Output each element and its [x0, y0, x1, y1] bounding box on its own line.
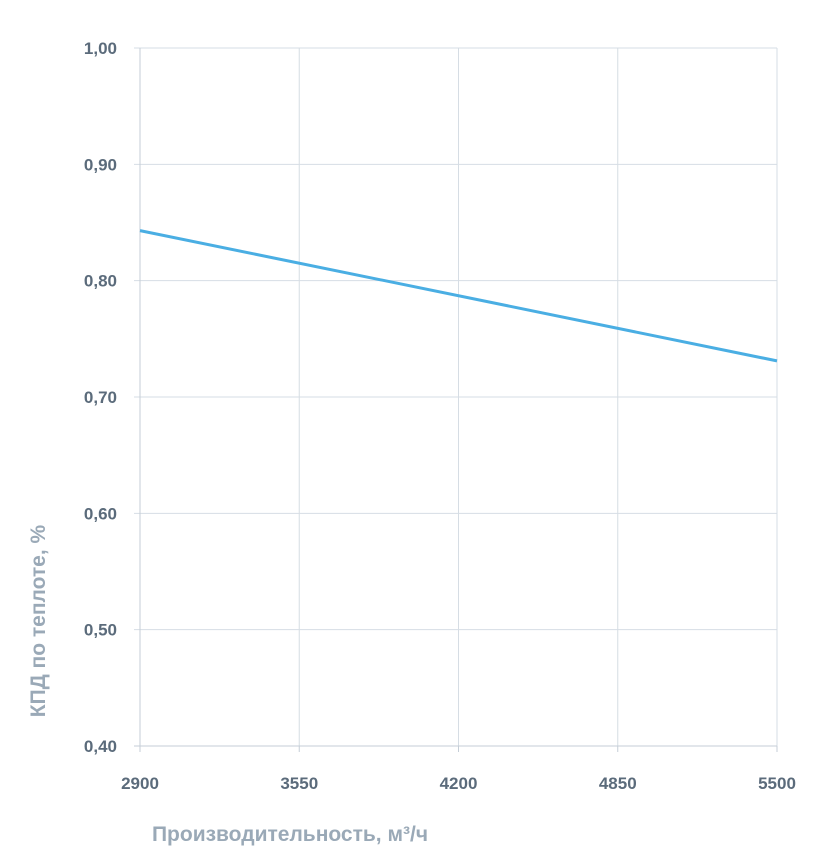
y-tick-label: 0,80: [84, 272, 117, 291]
y-tick-label: 0,40: [84, 737, 117, 756]
x-tick-labels: 2900 3550 4200 4850 5500: [121, 774, 796, 793]
series-line: [139, 229, 778, 363]
x-axis-title: Производительность, м³/ч: [152, 823, 428, 846]
y-tick-label: 0,50: [84, 621, 117, 640]
x-tick-label: 4200: [440, 774, 478, 793]
y-tick-label: 0,60: [84, 504, 117, 523]
x-tick-label: 4850: [599, 774, 637, 793]
y-tick-labels: 1,00 0,90 0,80 0,70 0,60 0,50 0,40: [84, 39, 117, 756]
series-lines: [139, 229, 778, 363]
x-tick-label: 2900: [121, 774, 159, 793]
y-axis-title: КПД по теплоте, %: [27, 524, 50, 717]
y-tick-label: 0,90: [84, 155, 117, 174]
y-tick-label: 1,00: [84, 39, 117, 58]
y-tick-label: 0,70: [84, 388, 117, 407]
x-tick-label: 3550: [280, 774, 318, 793]
horizontal-gridlines: [134, 47, 777, 747]
x-tick-label: 5500: [758, 774, 796, 793]
vertical-gridlines: [139, 48, 778, 752]
